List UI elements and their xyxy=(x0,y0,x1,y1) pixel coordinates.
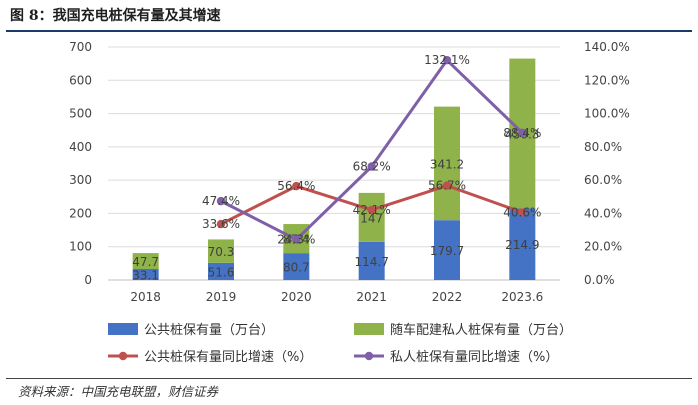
left-tick-label: 0 xyxy=(84,273,92,287)
legend-label: 公共桩保有量同比增速（%） xyxy=(144,350,312,365)
source-note: 资料来源：中国充电联盟，财信证券 xyxy=(18,384,219,399)
bar-public xyxy=(358,241,385,280)
right-tick-label: 100.0% xyxy=(584,107,630,121)
public-growth-label: 42.1% xyxy=(353,203,391,217)
bar-private-label: 70.3 xyxy=(208,245,235,259)
private-growth-label: 88.4% xyxy=(503,126,541,140)
left-tick-label: 300 xyxy=(69,173,92,187)
private-growth-label: 132.1% xyxy=(424,53,470,67)
lines: 33.6% 56.4% 42.1% 56.7% 40.6% 47.4% 24.3% 68.2%… xyxy=(202,53,541,246)
legend-swatch xyxy=(354,323,384,335)
bar-private xyxy=(358,192,385,242)
left-tick-label: 600 xyxy=(69,73,92,87)
bar-public-label: 114.7 xyxy=(354,255,388,269)
legend-label: 公共桩保有量（万台） xyxy=(144,323,274,338)
bar-private xyxy=(434,106,460,221)
point-private-growth xyxy=(442,55,452,65)
category-label: 2023.6 xyxy=(501,290,543,304)
bar-private xyxy=(132,253,159,269)
source-rule xyxy=(6,378,692,379)
bar-private-label: 47.7 xyxy=(132,255,159,269)
public-growth-label: 56.7% xyxy=(428,179,466,193)
category-label: 2020 xyxy=(281,290,312,304)
legend-label: 私人桩保有量同比增速（%） xyxy=(390,350,558,365)
right-tick-label: 80.0% xyxy=(584,140,622,154)
bars: 33.147.751.670.380.787.4114.7147179.7341… xyxy=(132,58,540,282)
point-public-growth xyxy=(442,181,452,190)
right-tick-label: 140.0% xyxy=(584,40,630,54)
bar-public xyxy=(132,268,159,280)
private-growth-label: 47.4% xyxy=(202,194,240,208)
public-growth-label: 40.6% xyxy=(503,205,541,219)
bar-public xyxy=(434,220,460,280)
right-tick-label: 20.0% xyxy=(584,240,622,254)
combo-chart: 0 100 200 300 400 500 600 700 0.0% 20.0% 40.0% 60.… xyxy=(69,40,630,365)
bar-private-label: 147 xyxy=(360,211,383,225)
point-public-growth xyxy=(216,219,226,229)
point-private-growth xyxy=(518,128,527,138)
left-tick-label: 700 xyxy=(69,40,92,54)
bar-public-label: 179.7 xyxy=(430,244,464,258)
category-label: 2021 xyxy=(356,290,387,304)
right-tick-label: 40.0% xyxy=(584,206,622,220)
legend: 公共桩保有量（万台） 随车配建私人桩保有量（万台） 公共桩保有量同比增速（%） 私人桩… xyxy=(108,322,572,365)
category-label: 2018 xyxy=(130,290,161,304)
bar-public-label: 214.9 xyxy=(505,238,539,252)
category-axis-labels: 2018 2019 2020 2021 2022 2023.6 xyxy=(130,290,543,304)
category-label: 2022 xyxy=(432,290,463,304)
left-tick-label: 200 xyxy=(69,206,92,220)
left-tick-label: 400 xyxy=(69,140,92,154)
point-private-growth xyxy=(292,235,301,244)
point-private-growth xyxy=(216,196,226,206)
bar-public-label: 33.1 xyxy=(132,268,159,282)
left-tick-label: 100 xyxy=(69,240,92,254)
title-rule xyxy=(6,30,692,32)
point-public-growth xyxy=(518,208,527,217)
bar-private-label: 341.2 xyxy=(430,157,464,171)
bar-public xyxy=(208,262,234,280)
right-tick-label: 0.0% xyxy=(584,273,615,287)
right-tick-label: 60.0% xyxy=(584,173,622,187)
right-tick-label: 120.0% xyxy=(584,73,630,87)
legend-swatch-marker xyxy=(364,351,374,361)
point-public-growth xyxy=(292,181,301,191)
bar-public-label: 51.6 xyxy=(208,265,235,279)
legend-label: 随车配建私人桩保有量（万台） xyxy=(390,322,572,338)
private-growth-label: 68.2% xyxy=(353,159,391,173)
bar-public xyxy=(283,253,310,280)
legend-swatch-marker xyxy=(118,351,128,361)
public-growth-label: 33.6% xyxy=(202,217,240,231)
point-private-growth xyxy=(367,162,376,171)
point-public-growth xyxy=(367,205,376,215)
right-axis-ticks: 0.0% 20.0% 40.0% 60.0% 80.0% 100.0% 120.0% 140.… xyxy=(584,40,630,287)
legend-swatch xyxy=(108,323,138,335)
public-growth-label: 56.4% xyxy=(277,179,315,193)
bar-private xyxy=(208,239,234,263)
figure-title: 图 8：我国充电桩保有量及其增速 xyxy=(10,8,221,24)
private-growth-label: 24.3% xyxy=(277,233,315,247)
bar-public xyxy=(509,208,536,280)
gridlines xyxy=(108,46,560,281)
bar-public-label: 80.7 xyxy=(283,261,310,275)
left-axis-ticks: 0 100 200 300 400 500 600 700 xyxy=(69,40,92,287)
category-label: 2019 xyxy=(206,290,237,304)
left-tick-label: 500 xyxy=(69,107,92,121)
